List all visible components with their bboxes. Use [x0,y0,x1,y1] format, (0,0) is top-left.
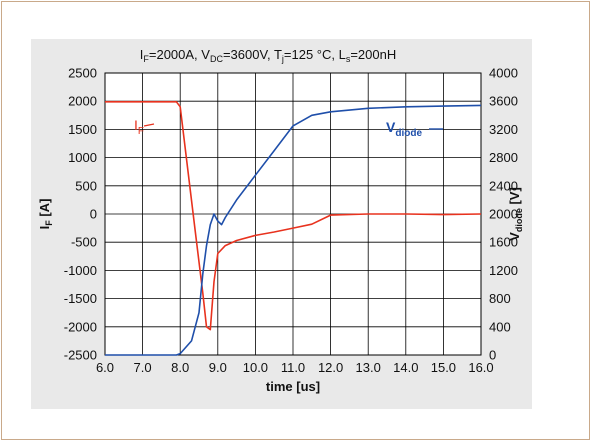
y-right-tick-label: 3200 [489,122,518,137]
x-tick-label: 14.0 [393,360,418,375]
y-left-tick-label: -500 [71,235,97,250]
series-label-if-leader [143,123,155,127]
x-tick-labels: 6.0 7.0 8.0 9.0 10.0 11.0 12.0 13.0 14.0 15.0 16.0 [96,360,494,375]
x-tick-label: 12.0 [318,360,343,375]
x-axis-label: time [us] [266,379,320,394]
y-right-tick-label: 3600 [489,94,518,109]
series-line-if [105,101,482,331]
x-tick-label: 7.0 [134,360,152,375]
y-left-tick-labels: 2500 2000 1500 1000 500 0 -500 -1000 -1500 -2000 -… [64,66,97,363]
y-left-tick-label: 2000 [68,94,97,109]
chart-panel: IF=2000A, VDC=3600V, Tj=125 °C, Ls=200nH… [31,39,532,409]
x-tick-label: 6.0 [96,360,114,375]
x-tick-label: 8.0 [171,360,189,375]
y-left-tick-label: 1500 [68,122,97,137]
x-tick-label: 16.0 [468,360,493,375]
y-right-tick-label: 800 [489,291,511,306]
x-tick-label: 11.0 [281,360,305,375]
y-right-tick-label: 2000 [489,207,518,222]
series-label-vdiode: Vdiode [386,119,422,139]
series-line-vdiode [105,104,482,356]
y-right-tick-label: 1200 [489,263,518,278]
chart: IF=2000A, VDC=3600V, Tj=125 °C, Ls=200nH… [37,47,524,394]
y-right-tick-label: 1600 [489,235,518,250]
y-left-tick-label: 500 [75,178,97,193]
grid-lines [104,72,482,356]
x-tick-label: 13.0 [356,360,381,375]
y-left-tick-label: 2500 [68,66,97,81]
y-left-tick-label: 0 [90,207,97,222]
y-left-axis-label: IF [A] [37,199,54,230]
y-left-tick-label: -1500 [64,291,97,306]
x-tick-label: 15.0 [431,360,456,375]
y-right-tick-label: 2800 [489,150,518,165]
y-left-tick-label: -2500 [64,348,97,363]
y-left-tick-label: -1000 [64,263,97,278]
y-left-tick-label: -2000 [64,319,97,334]
y-right-axis-label: Vdiode [V] [507,187,524,241]
series-layer [105,101,482,356]
y-left-tick-label: 1000 [68,150,97,165]
y-right-tick-label: 2400 [489,178,518,193]
y-right-tick-label: 4000 [489,66,518,81]
y-right-tick-label: 0 [489,348,496,363]
x-tick-label: 9.0 [209,360,227,375]
series-label-if: IF [134,117,144,137]
x-tick-label: 10.0 [243,360,268,375]
chart-title: IF=2000A, VDC=3600V, Tj=125 °C, Ls=200nH [140,47,397,64]
y-right-tick-label: 400 [489,319,511,334]
